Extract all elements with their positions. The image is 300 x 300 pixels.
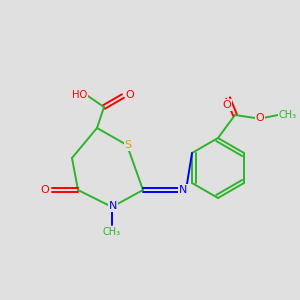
- Text: O: O: [256, 113, 264, 123]
- Text: O: O: [223, 100, 231, 110]
- Text: N: N: [179, 185, 187, 195]
- Text: O: O: [40, 185, 50, 195]
- Text: CH₃: CH₃: [279, 110, 297, 120]
- Text: O: O: [126, 90, 134, 100]
- Text: HO: HO: [72, 90, 88, 100]
- Text: CH₃: CH₃: [103, 227, 121, 237]
- Text: S: S: [124, 140, 132, 150]
- Text: N: N: [109, 201, 117, 211]
